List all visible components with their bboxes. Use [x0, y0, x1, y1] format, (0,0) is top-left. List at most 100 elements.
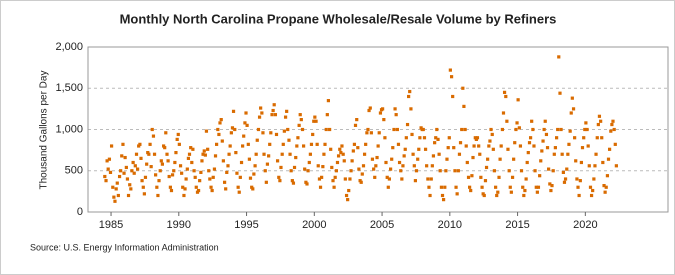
- point: [312, 119, 316, 123]
- point: [306, 169, 310, 173]
- point: [391, 146, 395, 150]
- point: [298, 113, 302, 117]
- point: [591, 188, 595, 193]
- point: [563, 177, 568, 181]
- point: [268, 142, 272, 146]
- point: [452, 146, 456, 150]
- point: [400, 177, 404, 181]
- point: [449, 75, 454, 79]
- point: [288, 152, 292, 156]
- point: [587, 164, 591, 168]
- point: [457, 152, 462, 156]
- point: [418, 136, 422, 140]
- point: [215, 142, 219, 146]
- point: [392, 127, 396, 132]
- y-tick-label: 0: [77, 206, 83, 218]
- point: [486, 157, 490, 161]
- point: [324, 127, 328, 132]
- point: [386, 185, 390, 189]
- point: [361, 164, 366, 168]
- point: [384, 160, 388, 165]
- point: [441, 198, 446, 202]
- point: [516, 98, 520, 102]
- point: [339, 151, 343, 155]
- point: [132, 171, 136, 175]
- point: [120, 154, 124, 158]
- point: [237, 190, 241, 194]
- point: [509, 190, 513, 194]
- point: [344, 193, 349, 198]
- point: [540, 149, 544, 153]
- point: [346, 198, 350, 202]
- point: [285, 109, 289, 113]
- point: [184, 177, 188, 181]
- point: [390, 157, 394, 161]
- point: [115, 181, 119, 185]
- point: [454, 185, 458, 189]
- point: [480, 185, 484, 189]
- point: [220, 139, 224, 143]
- point: [584, 121, 588, 125]
- point: [502, 90, 507, 94]
- point: [512, 157, 516, 161]
- point: [234, 151, 238, 155]
- point: [556, 127, 560, 132]
- point: [405, 122, 410, 127]
- point: [431, 154, 436, 158]
- point: [316, 164, 320, 168]
- point: [180, 171, 184, 175]
- point: [588, 185, 593, 189]
- point: [560, 152, 564, 156]
- point: [484, 165, 489, 170]
- point: [208, 177, 212, 181]
- point: [176, 132, 180, 137]
- point: [178, 164, 183, 168]
- point: [166, 159, 170, 163]
- point: [561, 170, 565, 174]
- point: [515, 121, 519, 125]
- point: [173, 160, 177, 165]
- point: [292, 165, 297, 170]
- point: [594, 152, 598, 156]
- point: [162, 144, 166, 148]
- point: [281, 142, 285, 146]
- point: [372, 167, 376, 171]
- point: [547, 167, 551, 171]
- point: [305, 182, 309, 186]
- point: [343, 177, 347, 181]
- point: [403, 147, 407, 151]
- point: [332, 185, 336, 189]
- point: [135, 167, 140, 171]
- point: [446, 146, 450, 150]
- point: [530, 119, 534, 123]
- point: [557, 55, 561, 59]
- point: [125, 177, 130, 181]
- point: [256, 127, 261, 132]
- point: [270, 113, 274, 117]
- point: [610, 122, 614, 127]
- point: [356, 146, 360, 150]
- point: [421, 127, 425, 132]
- point: [549, 188, 553, 193]
- point: [148, 142, 152, 146]
- point: [328, 127, 332, 132]
- point: [579, 160, 584, 165]
- point: [585, 127, 589, 132]
- point: [553, 146, 557, 150]
- point: [375, 155, 379, 160]
- point: [155, 185, 159, 189]
- point: [423, 147, 428, 151]
- point: [378, 111, 383, 115]
- point: [533, 169, 537, 173]
- point: [351, 149, 355, 153]
- point: [264, 180, 268, 184]
- point: [260, 111, 264, 115]
- point: [138, 142, 142, 146]
- point: [474, 137, 478, 141]
- point: [203, 153, 207, 157]
- point: [534, 185, 538, 189]
- point: [462, 104, 466, 108]
- point: [606, 157, 611, 161]
- point: [287, 138, 291, 142]
